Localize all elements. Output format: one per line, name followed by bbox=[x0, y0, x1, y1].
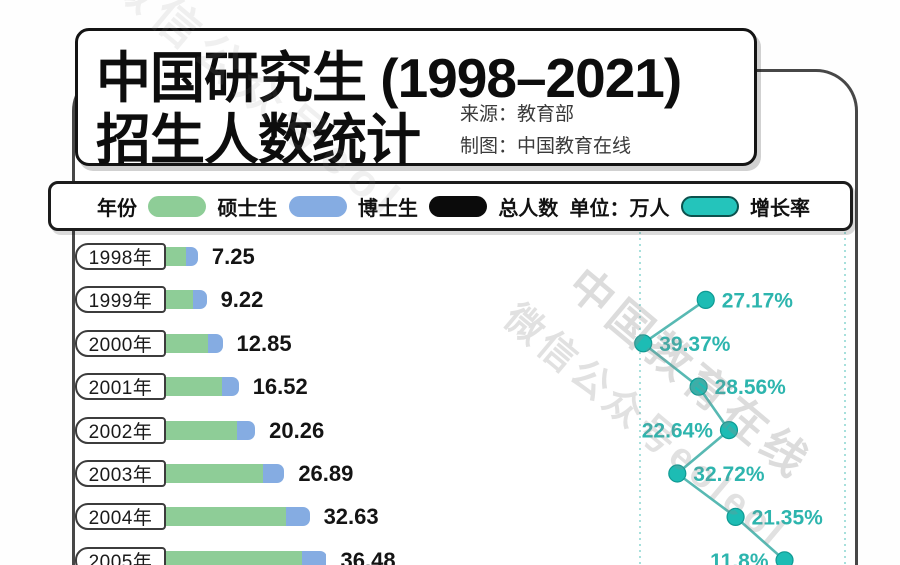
doctoral-bar-segment bbox=[186, 247, 198, 266]
doctoral-swatch-icon bbox=[288, 195, 347, 217]
doctoral-bar-segment bbox=[301, 550, 327, 565]
doctoral-bar-segment bbox=[193, 290, 207, 310]
enrollment-bar bbox=[166, 333, 223, 353]
year-pill: 2002年 bbox=[75, 416, 166, 444]
legend-year-label: 年份 bbox=[97, 197, 137, 220]
masters-swatch-icon bbox=[148, 195, 207, 217]
total-swatch-icon bbox=[429, 195, 488, 217]
year-row: 2005年 36.48 bbox=[0, 546, 900, 565]
doctoral-bar-segment bbox=[262, 464, 285, 483]
legend-doctoral-label: 博士生 bbox=[357, 197, 418, 220]
doctoral-bar-segment bbox=[222, 377, 239, 397]
year-row: 2002年 20.26 bbox=[0, 416, 900, 444]
year-pill: 2005年 bbox=[75, 546, 166, 565]
enrollment-bar bbox=[166, 464, 285, 483]
masters-bar-segment bbox=[166, 377, 223, 397]
source-line: 来源：教育部 bbox=[460, 104, 575, 125]
year-pill: 2004年 bbox=[75, 503, 166, 531]
masters-bar-segment bbox=[166, 247, 187, 266]
year-row: 2000年 12.85 bbox=[0, 329, 900, 357]
legend-total-label: 总人数 bbox=[498, 197, 559, 220]
masters-bar-segment bbox=[166, 290, 194, 310]
legend-growth-label: 增长率 bbox=[749, 197, 810, 220]
growth-point bbox=[689, 377, 708, 396]
total-value-label: 36.48 bbox=[340, 547, 396, 565]
year-row: 2001年 16.52 bbox=[0, 373, 900, 401]
chart-title-line1: 中国研究生 (1998–2021) bbox=[96, 47, 682, 109]
enrollment-bar bbox=[166, 507, 310, 527]
total-value-label: 9.22 bbox=[220, 287, 264, 313]
year-pill: 2001年 bbox=[75, 373, 166, 401]
year-row: 2004年 32.63 bbox=[0, 503, 900, 531]
growth-point bbox=[775, 551, 794, 565]
enrollment-bar bbox=[166, 290, 207, 310]
masters-bar-segment bbox=[166, 420, 238, 440]
source-block: 来源：教育部 制图：中国教育在线 bbox=[460, 99, 631, 163]
total-value-label: 32.63 bbox=[323, 504, 379, 530]
growth-label: 39.37% bbox=[659, 333, 731, 356]
year-row: 1999年 9.22 bbox=[0, 286, 900, 314]
masters-bar-segment bbox=[166, 550, 302, 565]
legend-bar: 年份 硕士生 博士生 总人数 单位：万人 增长率 bbox=[48, 181, 853, 231]
year-pill: 2000年 bbox=[75, 329, 166, 357]
chart-title-line2: 招生人数统计 bbox=[96, 109, 421, 171]
growth-point bbox=[634, 334, 653, 353]
growth-label: 27.17% bbox=[722, 289, 794, 312]
legend-unit-label: 单位：万人 bbox=[569, 197, 670, 220]
year-pill: 2003年 bbox=[75, 460, 166, 487]
year-pill: 1999年 bbox=[75, 286, 166, 314]
enrollment-bar bbox=[166, 377, 239, 397]
doctoral-bar-segment bbox=[237, 420, 256, 440]
enrollment-bar bbox=[166, 247, 198, 266]
growth-label: 21.35% bbox=[752, 506, 824, 529]
growth-label: 22.64% bbox=[642, 420, 714, 443]
year-row: 2003年 26.89 bbox=[0, 460, 900, 487]
credit-line: 制图：中国教育在线 bbox=[460, 136, 632, 157]
total-value-label: 12.85 bbox=[236, 330, 292, 356]
growth-label: 11.8% bbox=[710, 550, 769, 565]
doctoral-bar-segment bbox=[207, 333, 223, 353]
growth-swatch-icon bbox=[680, 195, 739, 217]
total-value-label: 26.89 bbox=[298, 461, 354, 486]
growth-label: 28.56% bbox=[715, 376, 787, 399]
legend-masters-label: 硕士生 bbox=[217, 197, 278, 220]
enrollment-bar bbox=[166, 420, 256, 440]
masters-bar-segment bbox=[166, 464, 263, 483]
total-value-label: 20.26 bbox=[269, 417, 325, 443]
title-card: 中国研究生 (1998–2021) 招生人数统计 来源：教育部 制图：中国教育在… bbox=[75, 28, 757, 171]
growth-point bbox=[668, 464, 687, 483]
growth-point bbox=[696, 290, 715, 309]
doctoral-bar-segment bbox=[286, 507, 310, 527]
total-value-label: 16.52 bbox=[252, 374, 308, 400]
enrollment-bar bbox=[166, 550, 327, 565]
masters-bar-segment bbox=[166, 507, 287, 527]
growth-point bbox=[726, 507, 745, 527]
growth-point bbox=[719, 421, 739, 440]
masters-bar-segment bbox=[166, 333, 208, 353]
year-row: 1998年 7.25 bbox=[0, 243, 900, 270]
year-pill: 1998年 bbox=[75, 243, 166, 270]
total-value-label: 7.25 bbox=[211, 244, 255, 269]
growth-label: 32.72% bbox=[693, 463, 765, 486]
